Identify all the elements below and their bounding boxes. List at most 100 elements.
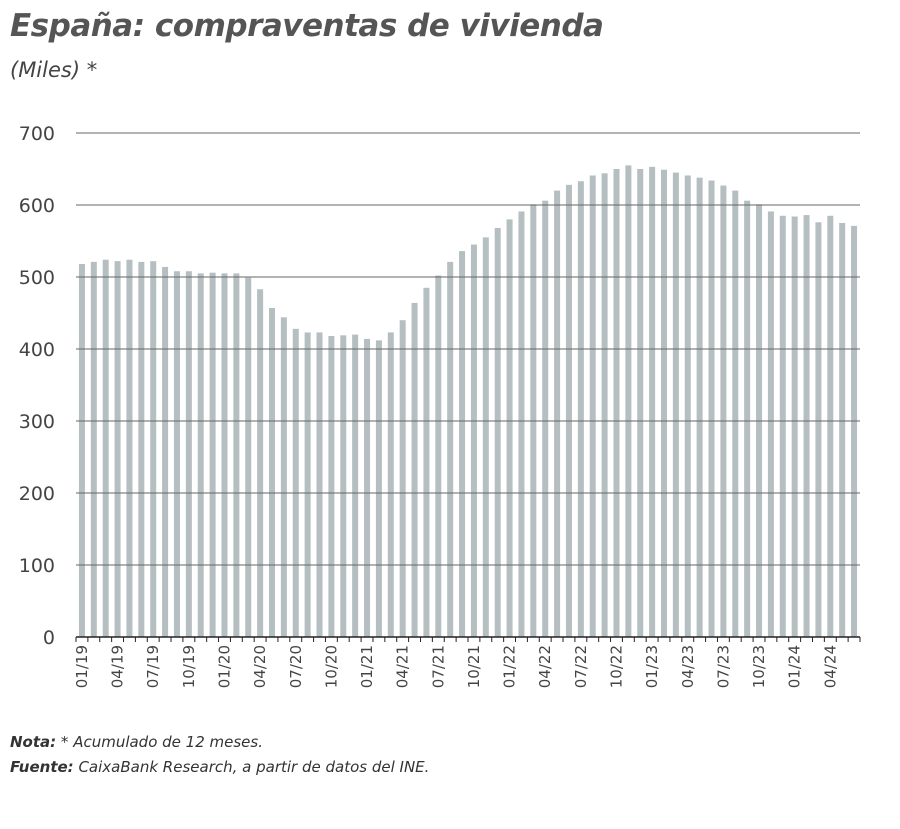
bar: [292, 328, 299, 637]
bar: [185, 271, 192, 637]
bar: [197, 273, 204, 637]
bar: [138, 261, 145, 637]
bar: [732, 190, 739, 637]
bar: [637, 169, 644, 637]
bar: [589, 175, 596, 638]
source-text: CaixaBank Research, a partir de datos de…: [73, 758, 430, 776]
bar: [114, 261, 121, 637]
x-tick-label: 07/22: [572, 645, 590, 688]
bar: [257, 289, 264, 637]
bar: [435, 275, 442, 637]
y-tick-label: 600: [19, 195, 55, 217]
bar: [803, 215, 810, 637]
bar: [554, 190, 561, 637]
bar: [387, 332, 394, 637]
bar: [340, 335, 347, 637]
x-tick-label: 01/21: [358, 645, 376, 688]
y-tick-label: 200: [19, 483, 55, 505]
bar: [364, 338, 371, 637]
bar: [827, 215, 834, 638]
x-tick-label: 01/23: [643, 645, 661, 688]
chart-subtitle: (Miles) *: [10, 58, 98, 82]
bar: [482, 237, 489, 637]
source: Fuente: CaixaBank Research, a partir de …: [10, 758, 429, 776]
bar: [565, 184, 572, 637]
bar: [708, 180, 715, 637]
bar: [518, 211, 525, 638]
bar: [815, 222, 822, 637]
x-tick-label: 01/19: [73, 645, 91, 688]
bar: [221, 273, 228, 637]
x-tick-label: 10/23: [750, 645, 768, 688]
bar: [601, 173, 608, 637]
x-tick-label: 04/21: [394, 645, 412, 688]
bar: [767, 211, 774, 638]
note-label: Nota:: [10, 733, 57, 751]
bar: [661, 169, 667, 637]
y-tick-label: 500: [19, 267, 55, 289]
note: Nota: * Acumulado de 12 meses.: [10, 733, 263, 751]
x-tick-label: 07/19: [144, 645, 162, 688]
bar: [173, 271, 180, 637]
x-tick-label: 07/21: [429, 645, 447, 688]
x-tick-label: 01/22: [501, 645, 519, 688]
bar: [672, 172, 679, 637]
bar: [649, 166, 656, 637]
y-tick-label: 700: [19, 123, 55, 145]
bar: [375, 340, 382, 637]
bar: [245, 277, 252, 637]
bar: [280, 317, 287, 637]
y-tick-label: 300: [19, 411, 55, 433]
bar: [304, 332, 311, 637]
bar: [696, 177, 703, 637]
bar: [744, 200, 751, 637]
bar: [90, 261, 97, 637]
bar: [494, 228, 501, 638]
bar: [684, 175, 691, 638]
x-tick-label: 07/23: [714, 645, 732, 688]
bar: [78, 264, 85, 637]
y-tick-label: 100: [19, 555, 55, 577]
x-tick-label: 10/22: [607, 645, 625, 688]
x-tick-label: 01/24: [786, 645, 804, 688]
bar: [126, 259, 133, 637]
bar: [470, 244, 477, 637]
y-tick-label: 0: [43, 627, 55, 649]
chart-title: España: compraventas de vivienda: [10, 8, 604, 44]
x-tick-label: 01/20: [215, 645, 233, 688]
x-tick-label: 07/20: [287, 645, 305, 688]
x-tick-label: 04/23: [679, 645, 697, 688]
bar: [542, 200, 549, 637]
bar: [839, 223, 846, 637]
bar: [625, 165, 632, 637]
bar: [577, 181, 584, 638]
source-label: Fuente:: [10, 758, 74, 776]
bar: [779, 215, 786, 638]
bar: [423, 287, 430, 637]
bar: [233, 273, 240, 637]
x-tick-label: 04/22: [536, 645, 554, 688]
bar: [269, 307, 275, 637]
bar: [209, 272, 216, 637]
bar: [150, 261, 157, 637]
bar: [399, 320, 406, 637]
bar: [411, 302, 418, 637]
bar: [851, 225, 858, 637]
x-tick-label: 04/20: [251, 645, 269, 688]
note-text: * Acumulado de 12 meses.: [56, 733, 263, 751]
x-tick-label: 10/21: [465, 645, 483, 688]
y-tick-label: 400: [19, 339, 55, 361]
x-tick-label: 10/20: [322, 645, 340, 688]
bar: [791, 216, 798, 637]
bar: [720, 185, 727, 637]
bar: [162, 266, 169, 637]
bar: [328, 336, 335, 637]
x-tick-label: 10/19: [180, 645, 198, 688]
bar: [316, 332, 323, 637]
bar: [506, 219, 513, 637]
bar: [613, 169, 620, 637]
bar: [352, 334, 359, 637]
bar: [102, 259, 109, 637]
bar: [447, 261, 454, 637]
